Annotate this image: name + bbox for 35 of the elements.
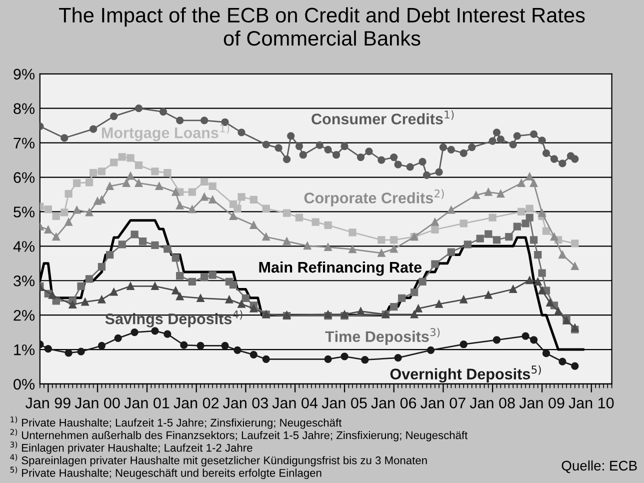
source-note: Quelle: ECB xyxy=(562,460,637,474)
y-tick-label: 1% xyxy=(14,344,35,356)
text: $^{2)}$ Unternehmen außerhalb des Finanzsektors; Laufzeit 1-5 Jahre; Zinsfixierung; Neugeschäft xyxy=(10,428,468,442)
series-label: Corporate Credits$^{2)}$ xyxy=(304,189,444,206)
x-tick-label: Jan 99 xyxy=(25,398,70,408)
x-tick-label: Jan 09 xyxy=(519,398,564,408)
x-tick-label: Jan 06 xyxy=(371,398,416,408)
x-tick-label: Jan 04 xyxy=(272,398,318,408)
chart-title: The Impact of the ECB on Credit and Debt Interest Rates of Commercial Banks xyxy=(59,7,585,46)
y-tick-label: 4% xyxy=(13,241,35,252)
x-tick-label: Jan 03 xyxy=(223,398,268,408)
series-label: Main Refinancing Rate xyxy=(259,261,422,276)
x-tick-label: Jan 05 xyxy=(322,398,367,408)
x-tick-label: Jan 00 xyxy=(74,398,120,408)
x-tick-label: Jan 10 xyxy=(568,398,614,408)
series-label: Consumer Credits$^{1)}$ xyxy=(312,110,454,124)
text: $^{4)}$ Spareinlagen privater Haushalte mit gesetzlicher Kündigungsfrist bis zu 3 Monaten xyxy=(10,454,427,466)
y-tick-label: 6% xyxy=(14,172,35,183)
x-tick-label: Jan 08 xyxy=(470,398,515,408)
y-tick-label: 0% xyxy=(14,378,35,390)
x-tick-label: Jan 07 xyxy=(420,398,466,408)
y-tick-label: 2% xyxy=(14,310,35,321)
text: $^{3)}$ Einlagen privater Haushalte; Laufzeit 1-2 Jahre xyxy=(10,441,252,454)
y-tick-label: 9% xyxy=(14,68,35,80)
y-tick-label: 7% xyxy=(14,138,35,148)
series-label: Time Deposits$^{3)}$ xyxy=(325,328,440,346)
x-tick-label: Jan 02 xyxy=(174,398,219,408)
y-tick-label: 3% xyxy=(14,275,35,286)
text: $^{1)}$ Private Haushalte; Laufzeit 1-5 Jahre; Zinsfixierung; Neugeschäft xyxy=(10,416,342,429)
y-tick-label: 8% xyxy=(14,103,35,114)
x-tick-label: Jan 01 xyxy=(124,398,170,408)
y-tick-label: 5% xyxy=(14,206,35,218)
text: $^{5)}$ Private Haushalte; Neugeschäft und bereits erfolgte Einlagen xyxy=(10,466,322,480)
series-label: Overnight Deposits$^{5)}$ xyxy=(390,365,541,383)
series-label: Mortgage Loans$^{1)}$ xyxy=(102,124,230,142)
